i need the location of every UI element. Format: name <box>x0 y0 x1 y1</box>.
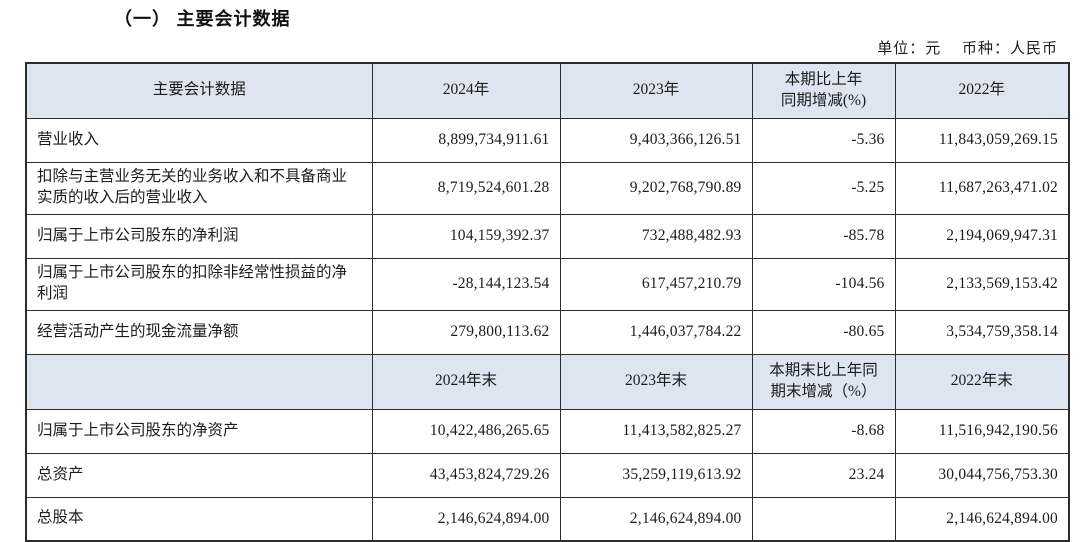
header-cell-end-2022: 2022年末 <box>894 353 1070 410</box>
header-cell-2023: 2023年 <box>559 62 753 119</box>
header-change-line1: 本期比上年 <box>784 70 863 88</box>
page-title: （一） 主要会计数据 <box>114 9 291 29</box>
row-label: 归属于上市公司股东的净资产 <box>25 408 373 454</box>
value-2023: 9,403,366,126.51 <box>559 117 753 163</box>
table-row-revenue-excl-nonoperating: 扣除与主营业务无关的业务收入和不具备商业实质的收入后的营业收入 8,719,52… <box>25 161 1070 215</box>
row-label: 归属于上市公司股东的净利润 <box>25 213 373 259</box>
value-change <box>751 496 896 542</box>
value-change: -8.68 <box>751 408 896 454</box>
table-header-row-period: 主要会计数据 2024年 2023年 本期比上年 同期增减(%) 2022年 <box>25 62 1070 119</box>
table-header-row-endpoint: 2024年末 2023年末 本期末比上年同 期末增减（%） 2022年末 <box>25 353 1070 410</box>
value-change: -104.56 <box>751 257 896 311</box>
unit-currency-note: 单位：元 币种：人民币 <box>877 41 1058 57</box>
table-row-total-assets: 总资产 43,453,824,729.26 35,259,119,613.92 … <box>25 452 1070 498</box>
table-row-revenue: 营业收入 8,899,734,911.61 9,403,366,126.51 -… <box>25 117 1070 163</box>
row-label: 归属于上市公司股东的扣除非经常性损益的净利润 <box>25 257 373 311</box>
value-2024: 279,800,113.62 <box>371 309 561 355</box>
header-end-change-line1: 本期末比上年同 <box>769 361 878 379</box>
value-2023: 732,488,482.93 <box>559 213 753 259</box>
value-2022: 11,516,942,190.56 <box>894 408 1070 454</box>
header-cell-2022: 2022年 <box>894 62 1070 119</box>
table-row-net-assets: 归属于上市公司股东的净资产 10,422,486,265.65 11,413,5… <box>25 408 1070 454</box>
header-cell-2024: 2024年 <box>371 62 561 119</box>
value-2024: 43,453,824,729.26 <box>371 452 561 498</box>
row-label: 经营活动产生的现金流量净额 <box>25 309 373 355</box>
header-change-line2: 同期增减(%) <box>780 91 867 109</box>
header-cell-end-2024: 2024年末 <box>371 353 561 410</box>
value-2022: 2,133,569,153.42 <box>894 257 1070 311</box>
value-2024: 2,146,624,894.00 <box>371 496 561 542</box>
row-label: 总股本 <box>25 496 373 542</box>
header-cell-end-change: 本期末比上年同 期末增减（%） <box>751 353 896 410</box>
value-2024: 8,899,734,911.61 <box>371 117 561 163</box>
value-2022: 2,194,069,947.31 <box>894 213 1070 259</box>
value-2022: 30,044,756,753.30 <box>894 452 1070 498</box>
header-cell-metric: 主要会计数据 <box>25 62 373 119</box>
value-2023: 9,202,768,790.89 <box>559 161 753 215</box>
header-cell-end-2023: 2023年末 <box>559 353 753 410</box>
row-label: 扣除与主营业务无关的业务收入和不具备商业实质的收入后的营业收入 <box>25 161 373 215</box>
value-change: -80.65 <box>751 309 896 355</box>
accounting-data-table: 主要会计数据 2024年 2023年 本期比上年 同期增减(%) 2022年 营… <box>25 62 1070 542</box>
value-2023: 617,457,210.79 <box>559 257 753 311</box>
row-label: 营业收入 <box>25 117 373 163</box>
table-row-total-share-capital: 总股本 2,146,624,894.00 2,146,624,894.00 2,… <box>25 496 1070 542</box>
value-change: -5.36 <box>751 117 896 163</box>
table-row-operating-cash-flow: 经营活动产生的现金流量净额 279,800,113.62 1,446,037,7… <box>25 309 1070 355</box>
row-label: 总资产 <box>25 452 373 498</box>
value-2024: 8,719,524,601.28 <box>371 161 561 215</box>
value-2022: 11,687,263,471.02 <box>894 161 1070 215</box>
value-change: -85.78 <box>751 213 896 259</box>
table-row-net-profit-excl-nonrecurring: 归属于上市公司股东的扣除非经常性损益的净利润 -28,144,123.54 61… <box>25 257 1070 311</box>
table-row-net-profit: 归属于上市公司股东的净利润 104,159,392.37 732,488,482… <box>25 213 1070 259</box>
value-2024: 104,159,392.37 <box>371 213 561 259</box>
header-end-change-line2: 期末增减（%） <box>770 382 877 400</box>
value-2023: 35,259,119,613.92 <box>559 452 753 498</box>
value-2024: -28,144,123.54 <box>371 257 561 311</box>
header-cell-change: 本期比上年 同期增减(%) <box>751 62 896 119</box>
value-2023: 11,413,582,825.27 <box>559 408 753 454</box>
header-cell-empty <box>25 353 373 410</box>
value-change: -5.25 <box>751 161 896 215</box>
value-2023: 2,146,624,894.00 <box>559 496 753 542</box>
value-2022: 11,843,059,269.15 <box>894 117 1070 163</box>
value-2022: 3,534,759,358.14 <box>894 309 1070 355</box>
value-2022: 2,146,624,894.00 <box>894 496 1070 542</box>
value-change: 23.24 <box>751 452 896 498</box>
value-2023: 1,446,037,784.22 <box>559 309 753 355</box>
value-2024: 10,422,486,265.65 <box>371 408 561 454</box>
